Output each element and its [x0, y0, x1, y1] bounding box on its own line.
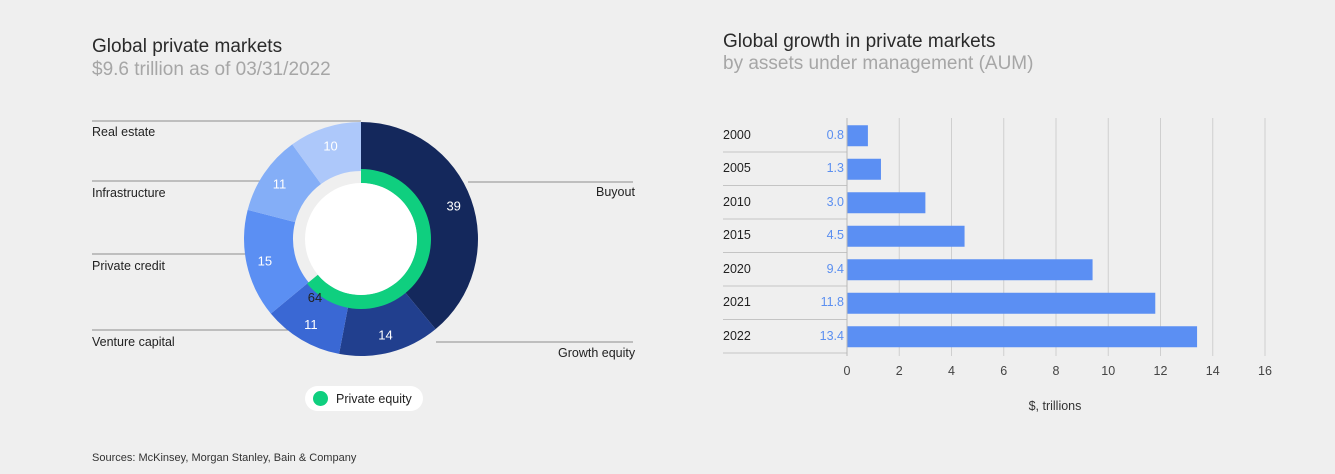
- donut-value-buyout: 39: [446, 199, 460, 214]
- bar-2000: [847, 125, 868, 147]
- bar-2022: [847, 326, 1198, 348]
- donut-slice-buyout: [361, 122, 479, 330]
- category-label-infrastructure: Infrastructure: [92, 186, 166, 200]
- x-tick-0: 0: [843, 364, 851, 378]
- category-label-buyout: Buyout: [596, 185, 635, 199]
- donut-value-real-estate: 10: [323, 138, 337, 153]
- value-label-2005: 1.3: [826, 161, 844, 176]
- year-label-2015: 2015: [723, 228, 751, 243]
- category-label-growth-equity: Growth equity: [558, 346, 636, 360]
- x-tick-12: 12: [1153, 364, 1168, 378]
- year-label-2021: 2021: [723, 295, 751, 310]
- bar-2005: [847, 158, 881, 180]
- value-label-2020: 9.4: [826, 261, 844, 276]
- x-tick-8: 8: [1052, 364, 1060, 378]
- donut-value-private-equity: 64: [308, 290, 322, 305]
- right-title: Global growth in private markets: [723, 31, 996, 52]
- x-tick-4: 4: [948, 364, 955, 378]
- donut-value-infrastructure: 11: [273, 177, 287, 192]
- legend-label: Private equity: [336, 391, 412, 406]
- value-label-2000: 0.8: [826, 127, 844, 142]
- legend-swatch: [313, 391, 328, 406]
- donut-hole: [305, 183, 417, 295]
- x-tick-2: 2: [895, 364, 903, 378]
- donut-value-private-credit: 15: [258, 253, 272, 268]
- year-label-2005: 2005: [723, 161, 751, 176]
- bar-2020: [847, 259, 1093, 281]
- source-note: Sources: McKinsey, Morgan Stanley, Bain …: [92, 452, 357, 464]
- donut-slice-real-estate: [292, 122, 361, 184]
- category-label-venture-capital: Venture capital: [92, 335, 175, 349]
- donut-slice-infrastructure: [247, 144, 322, 223]
- value-label-2022: 13.4: [819, 328, 844, 343]
- value-label-2021: 11.8: [820, 295, 844, 310]
- category-label-private-credit: Private credit: [92, 259, 165, 273]
- left-title: Global private markets: [92, 36, 283, 57]
- category-label-real-estate: Real estate: [92, 125, 156, 139]
- left-subtitle: $9.6 trillion as of 03/31/2022: [92, 59, 331, 80]
- right-subtitle: by assets under management (AUM): [723, 53, 1034, 74]
- value-label-2015: 4.5: [826, 228, 844, 243]
- donut-inner-private-equity: [307, 169, 432, 309]
- year-label-2000: 2000: [723, 127, 751, 142]
- value-label-2010: 3.0: [826, 194, 844, 209]
- bar-2015: [847, 225, 965, 247]
- donut-slice-private-credit: [244, 209, 309, 314]
- year-label-2022: 2022: [723, 328, 751, 343]
- legend-private-equity: Private equity: [305, 386, 423, 411]
- bar-2021: [847, 292, 1156, 314]
- x-tick-14: 14: [1205, 364, 1220, 378]
- bar-2010: [847, 192, 926, 214]
- year-label-2010: 2010: [723, 194, 751, 209]
- x-tick-6: 6: [1000, 364, 1008, 378]
- x-tick-16: 16: [1258, 364, 1272, 378]
- donut-value-growth-equity: 14: [378, 327, 392, 342]
- year-label-2020: 2020: [723, 261, 751, 276]
- x-tick-10: 10: [1101, 364, 1116, 378]
- x-axis-title: $, trillions: [1028, 399, 1082, 413]
- donut-value-venture-capital: 11: [304, 317, 318, 332]
